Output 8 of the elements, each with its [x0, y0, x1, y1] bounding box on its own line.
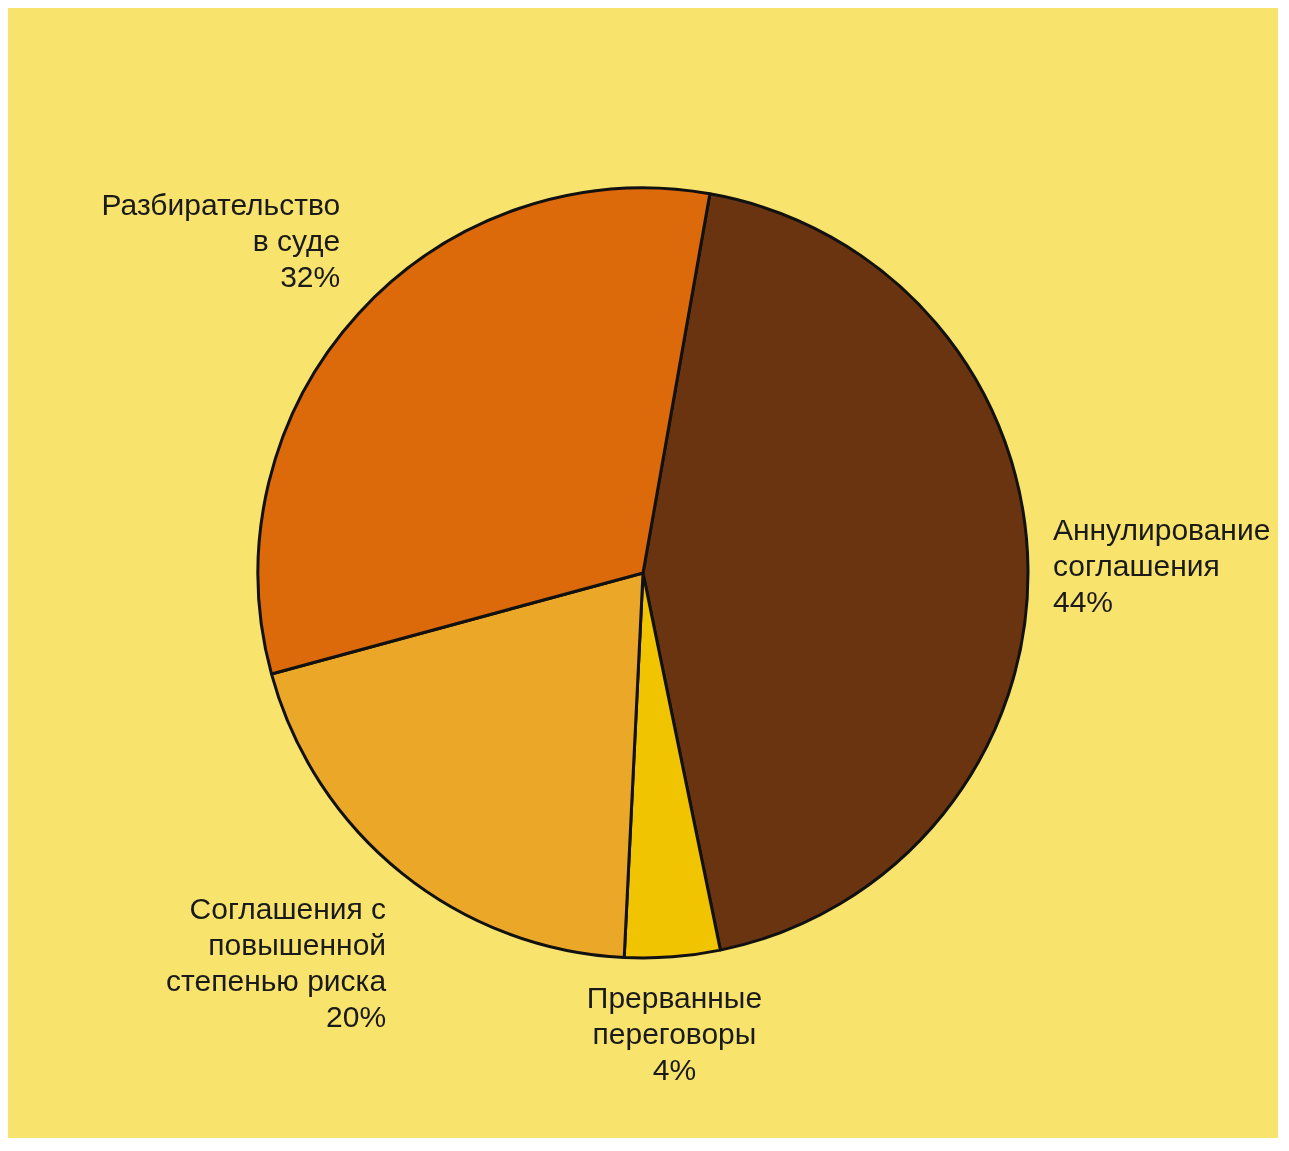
slice-label: Аннулирование соглашения — [1052, 512, 1271, 582]
data-label: 20% — [326, 999, 387, 1033]
data-label: 32% — [280, 259, 341, 293]
data-label: 44% — [1052, 584, 1114, 618]
slice-label: Прерванные переговоры — [586, 981, 763, 1051]
slice-label: Разбирательство в суде — [101, 187, 341, 257]
slice-label: Соглашения с повышенной степенью риска — [166, 891, 387, 997]
data-label: 4% — [652, 1053, 697, 1087]
